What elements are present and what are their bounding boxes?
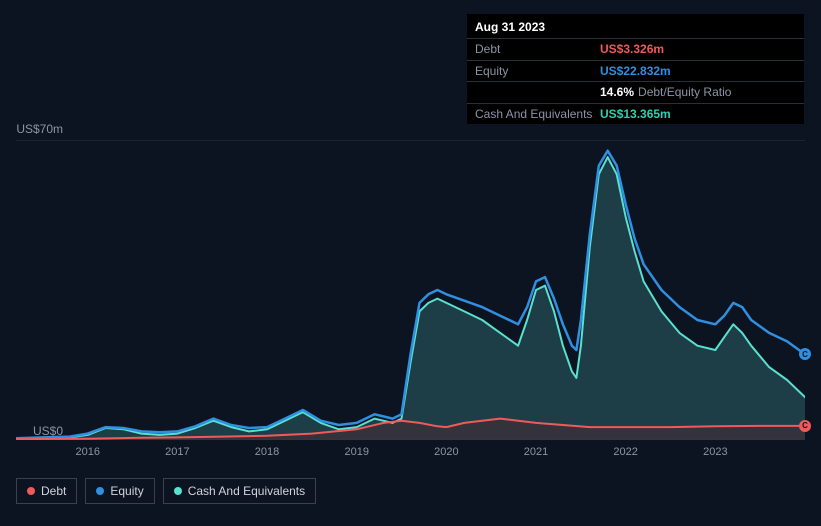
x-tick: 2021 (524, 446, 548, 458)
tooltip-row-label: Debt (475, 42, 600, 56)
x-tick: 2016 (75, 446, 99, 458)
tooltip-row: 14.6%Debt/Equity Ratio (467, 82, 804, 103)
tooltip-date: Aug 31 2023 (467, 14, 804, 39)
tooltip-row-suffix: Debt/Equity Ratio (638, 85, 731, 99)
legend-dot-icon (96, 487, 104, 495)
x-tick: 2022 (613, 446, 637, 458)
x-axis: 2016 2017 2018 2019 2020 2021 2022 2023 (16, 446, 805, 462)
tooltip-row-value: 14.6%Debt/Equity Ratio (600, 85, 731, 99)
x-tick: 2020 (434, 446, 458, 458)
tooltip-row-value: US$22.832m (600, 64, 671, 78)
legend-item-cash[interactable]: Cash And Equivalents (163, 478, 316, 504)
legend-dot-icon (174, 487, 182, 495)
end-marker-debt: C (799, 420, 811, 432)
debt-equity-chart: US$70m US$0 2016201720182019202020212022… (16, 120, 805, 480)
legend-dot-icon (27, 487, 35, 495)
legend-item-debt[interactable]: Debt (16, 478, 77, 504)
end-marker-equity: C (799, 348, 811, 360)
series-fill-cash (16, 157, 805, 440)
tooltip-row-label: Equity (475, 64, 600, 78)
chart-plot (16, 140, 805, 440)
tooltip-row-label (475, 85, 600, 99)
x-tick: 2023 (703, 446, 727, 458)
x-tick: 2017 (165, 446, 189, 458)
chart-tooltip: Aug 31 2023 DebtUS$3.326mEquityUS$22.832… (467, 14, 804, 124)
x-tick: 2019 (344, 446, 368, 458)
tooltip-row: EquityUS$22.832m (467, 61, 804, 82)
legend-label: Cash And Equivalents (188, 484, 305, 498)
legend-label: Equity (110, 484, 143, 498)
y-tick-max: US$70m (13, 122, 63, 136)
legend-label: Debt (41, 484, 66, 498)
tooltip-row-value: US$3.326m (600, 42, 664, 56)
legend-item-equity[interactable]: Equity (85, 478, 154, 504)
tooltip-row: DebtUS$3.326m (467, 39, 804, 60)
tooltip-row-value: US$13.365m (600, 107, 671, 121)
x-tick: 2018 (255, 446, 279, 458)
chart-legend: Debt Equity Cash And Equivalents (16, 478, 316, 504)
tooltip-row-label: Cash And Equivalents (475, 107, 600, 121)
